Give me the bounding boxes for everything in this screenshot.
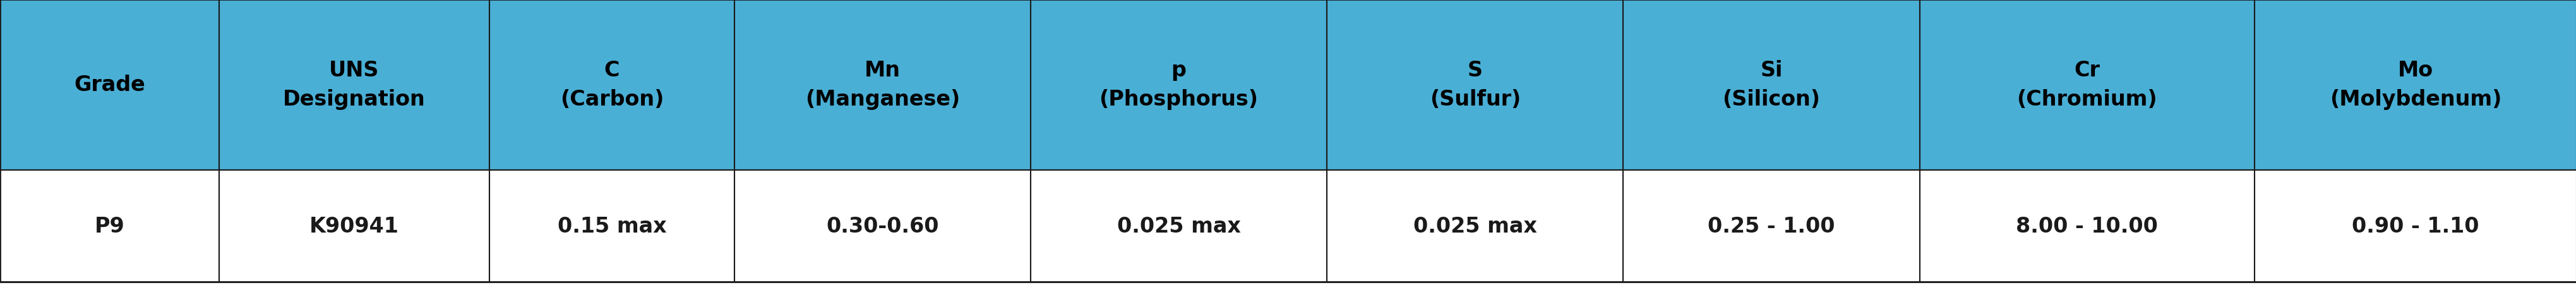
Text: C
(Carbon): C (Carbon) xyxy=(559,60,665,110)
Text: Cr
(Chromium): Cr (Chromium) xyxy=(2017,60,2156,110)
Bar xyxy=(489,170,734,282)
Text: 0.15 max: 0.15 max xyxy=(556,216,667,237)
Text: SteelTubePipe: SteelTubePipe xyxy=(1247,78,1329,109)
Text: SteelTubePipe: SteelTubePipe xyxy=(654,216,737,247)
Bar xyxy=(2254,0,2576,170)
Bar xyxy=(734,0,1030,170)
Text: 0.025 max: 0.025 max xyxy=(1115,216,1242,237)
Text: 8.00 - 10.00: 8.00 - 10.00 xyxy=(2014,216,2159,237)
Text: S
(Sulfur): S (Sulfur) xyxy=(1430,60,1520,110)
Text: SteelTubePipe: SteelTubePipe xyxy=(951,78,1033,109)
Text: K90941: K90941 xyxy=(309,216,399,237)
Bar xyxy=(489,0,734,170)
Text: SteelTubePipe: SteelTubePipe xyxy=(2136,78,2218,109)
Text: p
(Phosphorus): p (Phosphorus) xyxy=(1100,60,1257,110)
Text: SteelTubePipe: SteelTubePipe xyxy=(1543,216,1625,247)
Text: SteelTubePipe: SteelTubePipe xyxy=(2432,78,2514,109)
Bar xyxy=(1623,0,1919,170)
Text: SteelTubePipe: SteelTubePipe xyxy=(1839,216,1922,247)
Text: Mn
(Manganese): Mn (Manganese) xyxy=(804,60,961,110)
Text: UNS
Designation: UNS Designation xyxy=(283,60,425,110)
Bar xyxy=(0,170,219,282)
Bar xyxy=(219,170,489,282)
Bar xyxy=(0,0,219,170)
Bar xyxy=(1327,0,1623,170)
Bar xyxy=(734,170,1030,282)
Text: SteelTubePipe: SteelTubePipe xyxy=(62,216,144,247)
Bar xyxy=(1030,170,1327,282)
Text: SteelTubePipe: SteelTubePipe xyxy=(358,78,440,109)
Bar xyxy=(1919,170,2254,282)
Bar xyxy=(219,0,489,170)
Text: SteelTubePipe: SteelTubePipe xyxy=(2432,216,2514,247)
Bar xyxy=(2254,170,2576,282)
Text: Si
(Silicon): Si (Silicon) xyxy=(1723,60,1819,110)
Text: SteelTubePipe: SteelTubePipe xyxy=(951,216,1033,247)
Text: 0.90 - 1.10: 0.90 - 1.10 xyxy=(2352,216,2478,237)
Text: 0.30-0.60: 0.30-0.60 xyxy=(827,216,938,237)
Text: P9: P9 xyxy=(95,216,124,237)
Text: 0.25 - 1.00: 0.25 - 1.00 xyxy=(1708,216,1834,237)
Text: SteelTubePipe: SteelTubePipe xyxy=(2136,216,2218,247)
Bar xyxy=(1623,170,1919,282)
Bar xyxy=(1030,0,1327,170)
Text: SteelTubePipe: SteelTubePipe xyxy=(1543,78,1625,109)
Text: SteelTubePipe: SteelTubePipe xyxy=(62,78,144,109)
Text: SteelTubePipe: SteelTubePipe xyxy=(358,216,440,247)
Bar xyxy=(1327,170,1623,282)
Text: SteelTubePipe: SteelTubePipe xyxy=(654,78,737,109)
Bar xyxy=(1919,0,2254,170)
Text: 0.025 max: 0.025 max xyxy=(1412,216,1538,237)
Text: SteelTubePipe: SteelTubePipe xyxy=(1247,216,1329,247)
Text: Mo
(Molybdenum): Mo (Molybdenum) xyxy=(2329,60,2501,110)
Text: Grade: Grade xyxy=(75,75,144,95)
Text: SteelTubePipe: SteelTubePipe xyxy=(1839,78,1922,109)
